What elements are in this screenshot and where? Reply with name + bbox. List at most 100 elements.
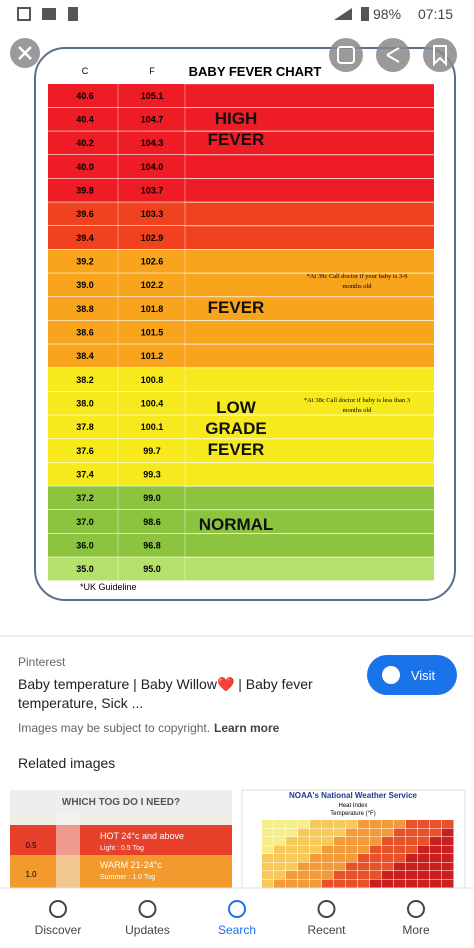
- fahrenheit: 99.7: [143, 446, 161, 456]
- heat-cell: [286, 845, 298, 854]
- table-row: [48, 155, 434, 179]
- celsius: 40.6: [76, 91, 94, 101]
- result-title[interactable]: temperature, Sick ...: [18, 695, 143, 711]
- nav-label[interactable]: More: [402, 923, 430, 937]
- fahrenheit: 99.3: [143, 470, 161, 480]
- heat-cell: [394, 837, 406, 845]
- table-row: [48, 131, 434, 155]
- status-icon: [68, 7, 78, 21]
- heat-cell: [334, 854, 346, 862]
- heat-cell: [418, 820, 430, 828]
- zone-label: FEVER: [208, 298, 265, 317]
- learn-more[interactable]: Learn more: [214, 721, 280, 735]
- heat-cell: [322, 845, 334, 854]
- nav-icon: [317, 900, 336, 918]
- result-title[interactable]: Baby temperature | Baby Willow❤️ | Baby …: [18, 676, 313, 692]
- lens-button[interactable]: [329, 38, 363, 72]
- table-row: [48, 462, 434, 486]
- heat-cell: [406, 820, 418, 828]
- heat-cell: [274, 871, 286, 879]
- heat-cell: [262, 820, 274, 828]
- globe-icon: [382, 666, 400, 684]
- heat-cell: [382, 862, 394, 871]
- table-row: [48, 368, 434, 392]
- heat-cell: [406, 854, 418, 862]
- heat-cell: [286, 837, 298, 845]
- heat-cell: [406, 845, 418, 854]
- heat-cell: [334, 828, 346, 837]
- heat-cell: [346, 879, 358, 888]
- note: months old: [342, 283, 372, 290]
- heat-cell: [430, 871, 442, 879]
- heat-cell: [346, 845, 358, 854]
- thumb-text: WHICH TOG DO I NEED?: [62, 797, 180, 808]
- heat-cell: [334, 879, 346, 888]
- nav-label[interactable]: Discover: [35, 923, 82, 937]
- zone-label: GRADE: [205, 419, 266, 438]
- fahrenheit: 95.0: [143, 564, 161, 574]
- share-button[interactable]: [376, 38, 410, 72]
- fahrenheit: 103.7: [141, 186, 164, 196]
- nav-label[interactable]: Search: [218, 923, 256, 937]
- heat-cell: [370, 845, 382, 854]
- heat-cell: [358, 862, 370, 871]
- heat-cell: [286, 854, 298, 862]
- heat-cell: [262, 871, 274, 879]
- celsius: 40.2: [76, 138, 94, 148]
- heat-cell: [406, 837, 418, 845]
- heat-cell: [370, 828, 382, 837]
- heat-cell: [298, 820, 310, 828]
- heat-cell: [358, 854, 370, 862]
- celsius: 38.4: [76, 351, 94, 361]
- fahrenheit: 101.5: [141, 328, 164, 338]
- celsius: 38.6: [76, 328, 94, 338]
- thumb-text: 0.5: [25, 841, 37, 850]
- status-icon: [17, 7, 31, 21]
- heat-cell: [286, 862, 298, 871]
- heat-cell: [286, 828, 298, 837]
- thumb-text: NOAA's National Weather Service: [289, 791, 418, 800]
- table-row: [48, 320, 434, 344]
- heat-cell: [442, 879, 454, 888]
- visit-button[interactable]: [367, 655, 457, 695]
- thumb-text: Light : 0.5 Tog: [100, 845, 144, 852]
- zone-label: FEVER: [208, 440, 265, 459]
- fahrenheit: 100.1: [141, 422, 164, 432]
- nav-label[interactable]: Updates: [125, 923, 170, 937]
- heat-cell: [418, 845, 430, 854]
- heat-cell: [322, 871, 334, 879]
- celsius: 39.8: [76, 186, 94, 196]
- heat-cell: [358, 845, 370, 854]
- heat-cell: [334, 837, 346, 845]
- fahrenheit: 100.4: [141, 399, 164, 409]
- table-row: [48, 415, 434, 439]
- heat-cell: [370, 879, 382, 888]
- heat-cell: [418, 854, 430, 862]
- celsius: 38.2: [76, 375, 94, 385]
- celsius: 37.4: [76, 470, 94, 480]
- heat-cell: [406, 871, 418, 879]
- nav-label[interactable]: Recent: [307, 923, 346, 937]
- heat-cell: [382, 828, 394, 837]
- heat-cell: [430, 820, 442, 828]
- thumb-text: Temperature (°F): [330, 811, 375, 817]
- heat-cell: [310, 862, 322, 871]
- heat-cell: [382, 845, 394, 854]
- heat-cell: [370, 862, 382, 871]
- save-button[interactable]: [423, 38, 457, 72]
- heat-cell: [334, 845, 346, 854]
- heat-cell: [394, 828, 406, 837]
- heat-cell: [442, 837, 454, 845]
- heat-cell: [382, 871, 394, 879]
- heat-cell: [334, 862, 346, 871]
- heat-cell: [274, 837, 286, 845]
- heat-cell: [298, 879, 310, 888]
- heat-cell: [406, 828, 418, 837]
- table-row: [48, 273, 434, 297]
- time: 07:15: [418, 6, 453, 22]
- heat-cell: [262, 879, 274, 888]
- celsius: 37.0: [76, 517, 94, 527]
- heat-cell: [346, 862, 358, 871]
- heat-cell: [394, 854, 406, 862]
